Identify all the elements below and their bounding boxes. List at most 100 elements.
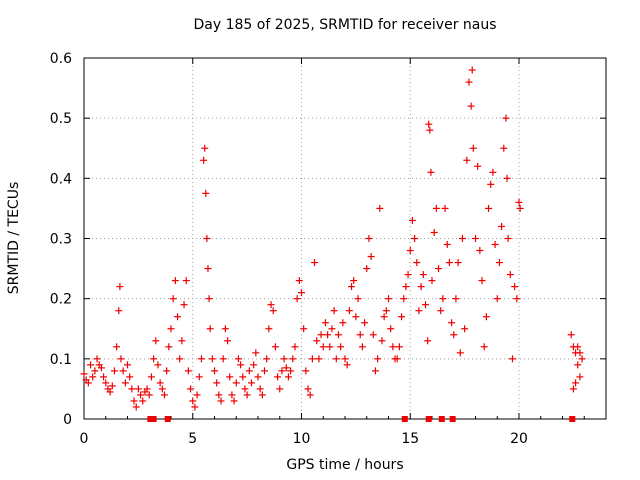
data-point [132,403,140,411]
data-point [393,355,401,363]
data-point [458,235,466,242]
data-point [169,295,177,303]
zero-marker [150,416,157,422]
data-point [439,295,447,303]
data-point [245,367,253,375]
data-point [469,144,477,152]
data-point [300,325,308,333]
data-point [334,331,342,339]
y-tick-label: 0.5 [50,111,72,127]
data-point [117,355,125,363]
data-point [102,379,110,387]
data-point [187,385,195,393]
data-point [106,388,114,396]
data-point [369,331,377,339]
data-point [184,367,192,375]
data-point [293,295,301,303]
data-point [254,373,262,381]
data-point [341,355,349,363]
data-point [100,373,108,381]
zero-marker [449,416,456,422]
data-point [126,373,134,381]
data-point [189,397,197,405]
data-point [572,379,580,387]
data-point [324,331,332,339]
data-point [147,373,155,381]
data-point [193,391,201,399]
data-point [291,343,299,351]
data-point [408,216,416,224]
data-point [504,235,512,242]
data-point [516,204,524,212]
data-point [487,180,495,188]
data-point [119,367,127,375]
data-point [402,283,410,291]
data-point [217,397,225,405]
data-point [276,385,284,393]
data-point [278,367,286,375]
zero-marker [147,416,154,422]
data-point [456,349,464,357]
data-point [295,277,303,285]
data-point [154,361,162,369]
data-point [176,355,184,363]
data-point [145,391,153,399]
data-point [365,235,373,242]
data-point [489,168,497,176]
data-point [182,277,190,285]
x-tick-label: 0 [80,431,89,447]
data-point [313,337,321,345]
data-point [204,265,212,273]
data-point [150,355,158,363]
y-tick-label: 0.4 [50,171,72,187]
data-point [450,331,458,339]
data-point [419,271,427,279]
data-point [265,325,273,333]
data-point [215,391,223,399]
data-point [452,295,460,303]
data-point [476,247,484,255]
data-point [116,283,124,291]
data-point [350,277,358,285]
data-point [267,301,275,309]
data-point [474,162,482,170]
data-point [328,325,336,333]
data-point [226,373,234,381]
data-series [80,66,586,422]
data-point [261,367,269,375]
data-point [200,156,208,164]
data-point [160,391,168,399]
data-point [406,247,414,255]
data-point [413,259,421,267]
zero-marker [438,416,445,422]
data-point [432,204,440,212]
data-point [356,331,364,339]
zero-marker [569,416,576,422]
data-point [256,385,264,393]
data-point [158,385,166,393]
data-point [319,343,327,351]
data-point [228,391,236,399]
zero-marker [401,416,408,422]
data-point [382,307,390,315]
data-point [304,385,312,393]
data-point [491,241,499,249]
data-point [178,337,186,345]
data-point [430,228,438,236]
data-point [237,361,245,369]
data-point [472,235,479,242]
data-point [385,295,392,303]
zero-marker [164,416,171,422]
data-point [163,367,171,375]
data-point [426,126,434,134]
data-point [495,259,503,267]
data-point [506,271,514,279]
data-point [306,391,314,399]
data-point [87,361,95,369]
data-point [321,319,329,327]
data-point [480,343,488,351]
data-point [317,331,325,339]
data-point [567,331,575,339]
x-tick-label: 5 [188,431,197,447]
data-point [115,307,123,315]
